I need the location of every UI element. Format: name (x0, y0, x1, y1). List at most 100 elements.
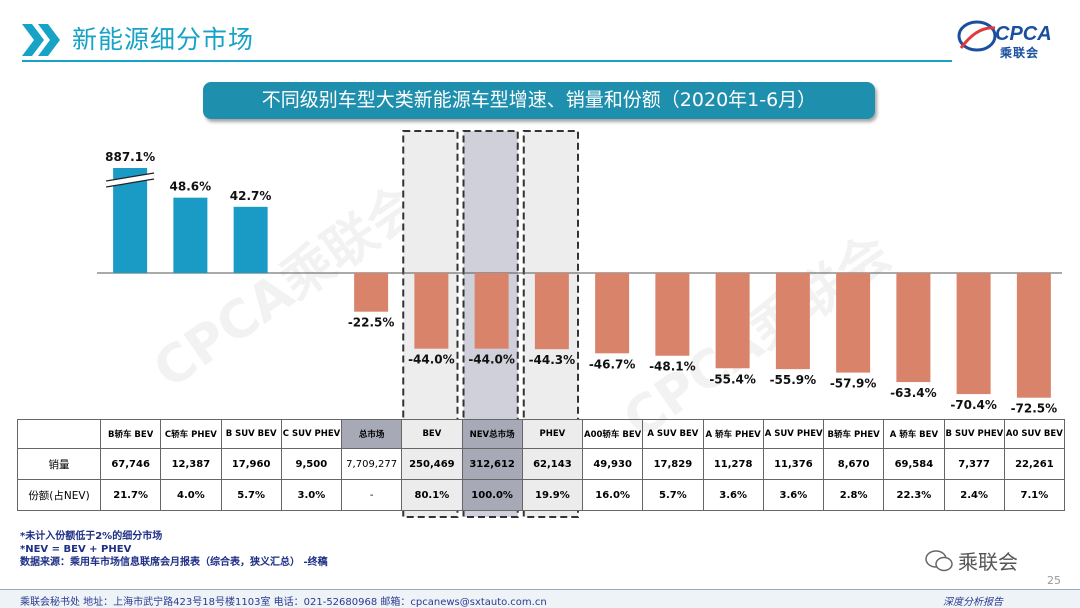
title-underline (22, 60, 952, 62)
data-label-NEV总市场: -44.0% (468, 353, 515, 367)
sales-cell-B-SUV-BEV: 17,960 (220, 448, 282, 480)
page-title: 新能源细分市场 (72, 25, 255, 54)
column-header-B-SUV-BEV: B SUV BEV (220, 419, 282, 449)
share-cell-B-SUV-PHEV: 2.4% (943, 479, 1005, 511)
data-label-BEV: -44.0% (408, 353, 455, 367)
data-label-C轿车-PHEV: 48.6% (170, 180, 212, 194)
column-header-A0-SUV-BEV: A0 SUV BEV (1003, 419, 1066, 449)
share-cell-总市场: - (340, 479, 403, 511)
sales-cell-B轿车-BEV: 67,746 (99, 448, 162, 480)
share-cell-B轿车-BEV: 21.7% (99, 479, 162, 511)
axis-break-line-2 (106, 178, 155, 188)
share-cell-A-SUV-PHEV: 3.6% (762, 479, 825, 511)
share-cell-C轿车-PHEV: 4.0% (160, 479, 222, 511)
sales-cell-A0-SUV-BEV: 22,261 (1003, 448, 1066, 480)
share-cell-C-SUV-PHEV: 3.0% (280, 479, 343, 511)
share-cell-B轿车-PHEV: 2.8% (822, 479, 885, 511)
chart-subtitle: 不同级别车型大类新能源车型增速、销量和份额（2020年1-6月） (203, 82, 875, 119)
column-header-PHEV: PHEV (521, 419, 584, 449)
column-header-BEV: BEV (401, 419, 463, 449)
footer-bar (0, 590, 1080, 608)
share-cell-A-SUV-BEV: 5.7% (642, 479, 704, 511)
sales-cell-总市场: 7,709,277 (340, 448, 403, 480)
sales-cell-A-SUV-BEV: 17,829 (642, 448, 704, 480)
row-label-sales: 销量 (17, 448, 101, 480)
column-header-A-SUV-BEV: A SUV BEV (642, 419, 704, 449)
sales-cell-B-SUV-PHEV: 7,377 (943, 448, 1005, 480)
sales-cell-A-轿车-PHEV: 11,278 (702, 448, 764, 480)
bar-A-SUV-PHEV (775, 273, 810, 370)
cpca-logo-icon: CPCA (957, 20, 1052, 52)
share-cell-NEV总市场: 100.0% (461, 479, 523, 511)
sales-cell-NEV总市场: 312,612 (461, 448, 523, 480)
bar-B-SUV-BEV (233, 206, 268, 273)
data-label-B-SUV-BEV: 42.7% (230, 189, 272, 203)
share-cell-B-SUV-BEV: 5.7% (220, 479, 282, 511)
column-header-A-SUV-PHEV: A SUV PHEV (762, 419, 825, 449)
footnote-3: 数据来源：乘用车市场信息联席会月报表（综合表，狭义汇总） -终稿 (20, 557, 328, 568)
bar-总市场 (354, 273, 389, 312)
footnote-1: *未计入份额低于2%的细分市场 (20, 531, 163, 542)
bar-BEV (414, 273, 449, 349)
data-label-A00轿车-BEV: -46.7% (589, 357, 636, 371)
share-cell-PHEV: 19.9% (521, 479, 584, 511)
bar-A-轿车-PHEV (715, 273, 750, 369)
table-header-row: B轿车 BEV C轿车 PHEV B SUV BEV C SUV PHEV 总市场 BEV… (17, 419, 1066, 449)
data-label-A0-SUV-BEV: -72.5% (1011, 402, 1058, 416)
column-header-C-SUV-PHEV: C SUV PHEV (280, 419, 343, 449)
sales-cell-BEV: 250,469 (401, 448, 463, 480)
data-label-A-SUV-BEV: -48.1% (649, 360, 696, 374)
bar-A-SUV-BEV (655, 273, 690, 356)
sales-share-table: B轿车 BEV C轿车 PHEV B SUV BEV C SUV PHEV 总市场 BEV… (17, 419, 1066, 511)
bar-B轿车-PHEV (836, 273, 871, 373)
data-label-A-SUV-PHEV: -55.9% (770, 373, 817, 387)
sales-cell-A-轿车-BEV: 69,584 (883, 448, 945, 480)
table-row-share: 份额(占NEV) 21.7% 4.0% 5.7% 3.0% -80.1% 100.0% 19… (17, 479, 1066, 511)
share-cell-A-轿车-PHEV: 3.6% (702, 479, 764, 511)
data-label-B轿车-BEV: 887.1% (105, 150, 155, 164)
logo-mark: CPCA (995, 23, 1052, 45)
chevron-double-icon (22, 24, 60, 56)
bar-A00轿车-BEV (595, 273, 630, 354)
table-corner-cell (17, 419, 101, 449)
wechat-account-name: 乘联会 (958, 550, 1018, 574)
footer-report-label: 深度分析报告 (943, 597, 1003, 608)
share-cell-BEV: 80.1% (401, 479, 463, 511)
wechat-icon (925, 550, 953, 572)
share-cell-A0-SUV-BEV: 7.1% (1003, 479, 1066, 511)
sales-cell-B轿车-PHEV: 8,670 (822, 448, 885, 480)
bar-B轿车-BEV (113, 168, 148, 273)
column-header-B-SUV-PHEV: B SUV PHEV (943, 419, 1005, 449)
data-label-B-SUV-PHEV: -70.4% (950, 398, 997, 412)
sales-cell-PHEV: 62,143 (521, 448, 584, 480)
data-label-总市场: -22.5% (348, 316, 395, 330)
footer-contact: 乘联会秘书处 地址：上海市武宁路423号18号楼1103室 电话：021-526… (20, 597, 547, 608)
axis-break-gap (106, 173, 155, 187)
sales-cell-A00轿车-BEV: 49,930 (581, 448, 644, 480)
column-header-A-轿车-PHEV: A 轿车 PHEV (702, 419, 764, 449)
column-header-C轿车-PHEV: C轿车 PHEV (160, 419, 222, 449)
data-label-B轿车-PHEV: -57.9% (830, 377, 877, 391)
page-number: 25 (1047, 574, 1061, 587)
logo-text: 乘联会 (1000, 46, 1040, 60)
column-header-A00轿车-BEV: A00轿车 BEV (581, 419, 644, 449)
bar-PHEV (534, 273, 569, 350)
share-cell-A-轿车-BEV: 22.3% (883, 479, 945, 511)
footnotes: *未计入份额低于2%的细分市场 *NEV = BEV + PHEV 数据来源：乘… (20, 530, 328, 569)
footer-divider (0, 589, 1080, 590)
bar-NEV总市场 (474, 273, 509, 349)
bar-A0-SUV-BEV (1016, 273, 1051, 398)
sales-cell-A-SUV-PHEV: 11,376 (762, 448, 825, 480)
table-row-sales: 销量 67,746 12,387 17,960 9,500 7,709,277 250,4… (17, 448, 1066, 480)
axis-break-line-1 (106, 172, 155, 182)
share-cell-A00轿车-BEV: 16.0% (581, 479, 644, 511)
sales-cell-C轿车-PHEV: 12,387 (160, 448, 222, 480)
data-label-A-轿车-BEV: -63.4% (890, 386, 937, 400)
bar-C轿车-PHEV (173, 197, 208, 273)
column-header-总市场: 总市场 (340, 419, 403, 449)
data-label-A-轿车-PHEV: -55.4% (709, 372, 756, 386)
bar-B-SUV-PHEV (956, 273, 991, 395)
bar-A-轿车-BEV (896, 273, 931, 383)
column-header-NEV总市场: NEV总市场 (461, 419, 523, 449)
